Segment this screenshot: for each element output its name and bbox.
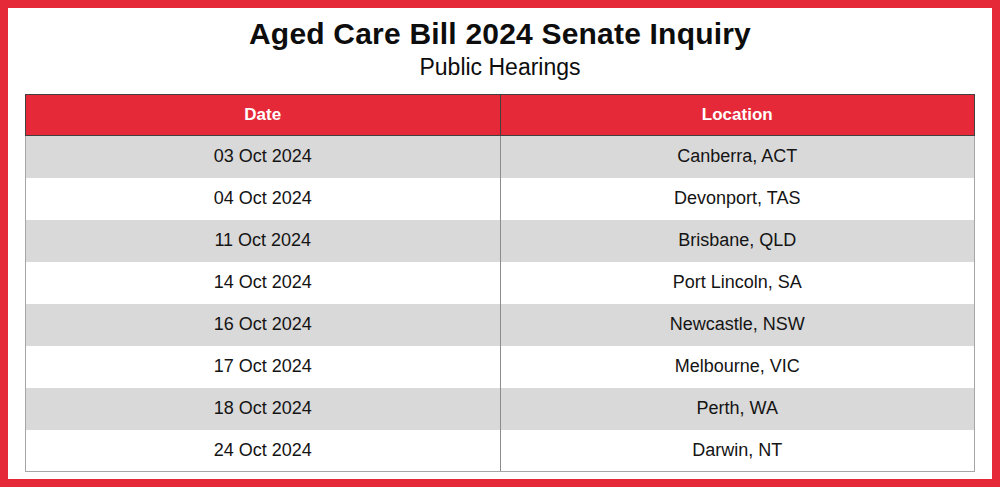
table-row: 18 Oct 2024Perth, WA xyxy=(26,388,975,430)
date-cell: 03 Oct 2024 xyxy=(26,136,501,178)
table-row: 24 Oct 2024Darwin, NT xyxy=(26,430,975,472)
table-row: 17 Oct 2024Melbourne, VIC xyxy=(26,346,975,388)
page-subtitle: Public Hearings xyxy=(8,54,992,81)
table-row: 14 Oct 2024Port Lincoln, SA xyxy=(26,262,975,304)
location-cell: Perth, WA xyxy=(500,388,975,430)
date-cell: 24 Oct 2024 xyxy=(26,430,501,472)
date-cell: 11 Oct 2024 xyxy=(26,220,501,262)
date-cell: 16 Oct 2024 xyxy=(26,304,501,346)
location-cell: Melbourne, VIC xyxy=(500,346,975,388)
date-cell: 17 Oct 2024 xyxy=(26,346,501,388)
header-row: Date Location xyxy=(26,95,975,136)
table-body: 03 Oct 2024Canberra, ACT04 Oct 2024Devon… xyxy=(26,136,975,472)
location-cell: Brisbane, QLD xyxy=(500,220,975,262)
hearings-table: Date Location 03 Oct 2024Canberra, ACT04… xyxy=(25,94,975,472)
table-header: Date Location xyxy=(26,95,975,136)
location-cell: Darwin, NT xyxy=(500,430,975,472)
column-header-location: Location xyxy=(500,95,975,136)
location-cell: Devonport, TAS xyxy=(500,178,975,220)
table-row: 11 Oct 2024Brisbane, QLD xyxy=(26,220,975,262)
page-frame: Aged Care Bill 2024 Senate Inquiry Publi… xyxy=(0,0,1000,487)
location-cell: Canberra, ACT xyxy=(500,136,975,178)
location-cell: Port Lincoln, SA xyxy=(500,262,975,304)
table-row: 16 Oct 2024Newcastle, NSW xyxy=(26,304,975,346)
page-title: Aged Care Bill 2024 Senate Inquiry xyxy=(8,17,992,51)
table-row: 03 Oct 2024Canberra, ACT xyxy=(26,136,975,178)
table-row: 04 Oct 2024Devonport, TAS xyxy=(26,178,975,220)
date-cell: 04 Oct 2024 xyxy=(26,178,501,220)
location-cell: Newcastle, NSW xyxy=(500,304,975,346)
column-header-date: Date xyxy=(26,95,501,136)
date-cell: 14 Oct 2024 xyxy=(26,262,501,304)
date-cell: 18 Oct 2024 xyxy=(26,388,501,430)
